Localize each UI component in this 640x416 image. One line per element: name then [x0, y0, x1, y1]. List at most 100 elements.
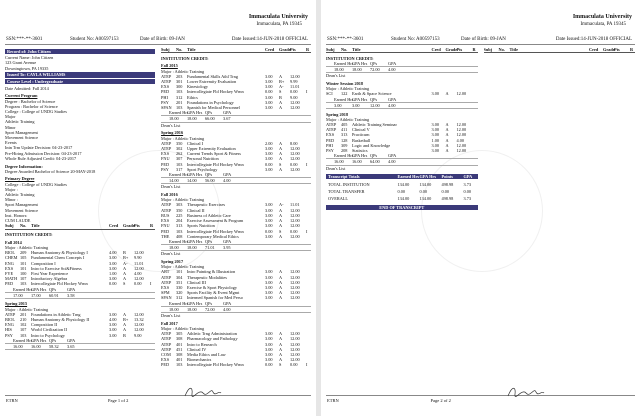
row-cell: 0.00 [290, 362, 298, 368]
row-line: ATEP 405 Athletic Training Seminar 3.00 A 12.… [326, 122, 478, 127]
row-cell: 3.00 [265, 290, 273, 296]
sum-cell: GPA [67, 286, 76, 292]
row-cell: 3.00 [265, 84, 273, 90]
row-cell: 405 [341, 121, 348, 127]
row-cell: A [279, 145, 283, 151]
row-cell: 3.00 [265, 145, 273, 151]
row-cell: 312 [176, 295, 183, 301]
row-line: ATEP 350 Clinical II 3.00 A 12.00 [161, 208, 311, 213]
cols-cell: Title [187, 47, 196, 52]
row-cell: 317 [176, 166, 183, 172]
date-of-birth: Date of Birth: 09-JAN [461, 37, 506, 42]
row-cell: 451 [176, 346, 183, 352]
row-cell: 300 [176, 84, 183, 90]
row-cell: 304 [176, 274, 183, 280]
sum-cell: GPA [223, 171, 232, 177]
row-cell: 9.00 [290, 94, 298, 100]
row-cell: 3.00 [109, 311, 117, 317]
tot-line: OVERALL 134.00 134.00 498.98 3.73 [326, 196, 478, 201]
row-cell: Media Ethics and Law [187, 351, 226, 357]
row-cell: ATEP [326, 127, 337, 133]
sum-line: Earned Hrs GPA Hrs QPs GPA [161, 238, 311, 246]
ssn: SSN:***-**-3601 [6, 37, 43, 42]
cols-cell: Pts [134, 223, 140, 229]
row-cell: 3.00 [265, 218, 273, 224]
sum-cell: 17.00 [31, 292, 41, 298]
bold-line: Spring 2017 [161, 259, 184, 265]
row-cell: 3.00 [265, 207, 273, 213]
row-cell: Athletic Trng Administration [187, 331, 237, 337]
row-line: MATH 107 Introductory Algebra 3.00 A 12.00 [5, 276, 155, 281]
row-cell: Fundamental Chem Concepts I [31, 255, 85, 261]
row-cell: A [279, 105, 283, 111]
bold-line: Fall 2014 [5, 239, 22, 245]
row-cell: BIOL [5, 250, 16, 256]
row-cell: A [123, 265, 127, 271]
row-cell: 303 [176, 202, 183, 208]
row-cell: 12.00 [134, 322, 144, 328]
row-cell: 3.00 [265, 105, 273, 111]
date-issued: Date Issued:14-JUN-2018 OFFICIAL [231, 37, 308, 42]
header-rule [5, 44, 311, 45]
sum-line: Earned Hrs GPA Hrs QPs GPA [326, 97, 478, 103]
sum-line: 18.00 18.00 71.01 3.95 [161, 245, 311, 252]
row-cell: 351 [176, 279, 183, 285]
row-cell: PED [161, 161, 170, 167]
cols-cell: R [630, 47, 634, 52]
row-line: FNU 307 Personal Nutrition 3.00 A 12.00 [161, 156, 311, 161]
row-cell: A [123, 327, 127, 333]
row-line: ENG 101 Composition I 3.00 A- 11.01 [5, 261, 155, 266]
row-line: BIOL 209 Human Anatomy & Physiology I 4.00 B… [5, 250, 155, 255]
row-cell: Spanish for Medical Personnel [187, 105, 240, 111]
tot-cell: 134.00 [397, 196, 410, 202]
row-cell: 305 [176, 331, 183, 337]
sum-cell: QPs [370, 153, 378, 159]
row-line: SPAN 103 Spanish for Medical Personnel 3.00… [161, 105, 311, 110]
sum-cell: QPs [370, 96, 378, 102]
row-cell: 12.00 [290, 351, 300, 357]
text-line: Major : Athletic Training [5, 306, 49, 312]
row-cell: 262 [176, 151, 183, 157]
cols-cell: Cred [265, 47, 275, 52]
registrar-signature [507, 387, 544, 397]
cols-line: Subj No. Title Cred Grade Pts R [326, 47, 478, 54]
row-cell: B [279, 94, 282, 100]
row-line: ATEP 308 Pharmacology and Pathology 3.00 A 12… [161, 336, 311, 341]
row-line: ATEP 350 Clinical I 2.00 A 8.00 [161, 141, 311, 146]
row-cell: 313 [176, 223, 183, 229]
row-cell: 3.00 [109, 322, 117, 328]
row-cell: COM [161, 351, 171, 357]
row-cell: 12.00 [134, 327, 144, 333]
row-cell: 307 [176, 156, 183, 162]
row-cell: 101 [20, 260, 27, 266]
row-cell: 313 [341, 132, 348, 138]
row-cell: 128 [341, 137, 348, 143]
row-cell: 201 [20, 311, 27, 317]
sum-cell: GPA [67, 337, 76, 343]
cols-cell: R [306, 47, 310, 52]
row-cell: 12.00 [290, 105, 300, 111]
row-line: EXS 313 Practicum 3.00 A 12.00 [326, 132, 478, 137]
text-line: College : College of UNDG Studies [5, 109, 67, 115]
row-cell: 201 [176, 99, 183, 105]
row-cell: A [279, 331, 283, 337]
row-line: ATEP 301 Lower Extremity Evaluation 3.00 B+ 9… [161, 79, 311, 84]
row-cell: Pharmacology and Pathology [187, 336, 238, 342]
date-issued: Date Issued:14-JUN-2018 OFFICIAL [555, 37, 632, 42]
sum-cell: QPs [205, 238, 213, 244]
row-cell: 100 [20, 270, 27, 276]
text-line: Sport Management [5, 202, 38, 208]
row-cell: 12.00 [290, 223, 300, 229]
sum-cell: GPA [388, 60, 397, 66]
row-cell: 12.00 [134, 276, 144, 282]
row-line: SPM 320 Sports Facility & Event Mgmt 3.00 A 1… [161, 290, 311, 295]
row-cell: Composition I [31, 260, 56, 266]
row-cell: A [279, 207, 283, 213]
bold-line: Spring 2015 [5, 301, 28, 307]
bold-line: INSTITUTION CREDIT: [161, 55, 209, 61]
row-cell: FYE [5, 270, 14, 276]
row-cell: Sports Nutrition [187, 223, 215, 229]
text-line: 123 Grant Avenue [5, 60, 37, 66]
row-cell: 3.00 [265, 285, 273, 291]
row-line: PED 103 Intercollegiate Fld Hockey Wmn 0.00… [161, 229, 311, 234]
